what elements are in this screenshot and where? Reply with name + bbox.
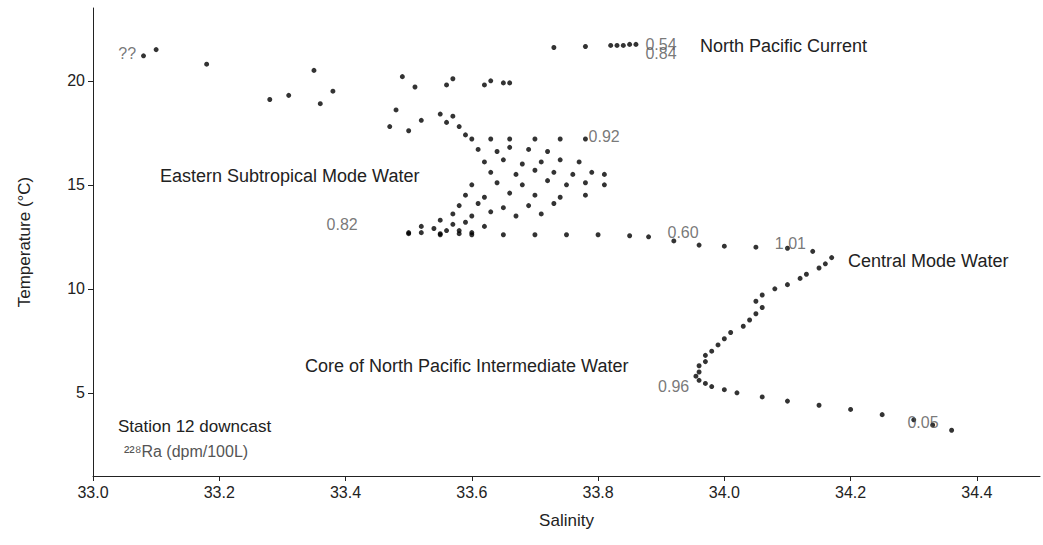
- svg-text:0.92: 0.92: [589, 128, 620, 145]
- svg-text:0.05: 0.05: [907, 414, 938, 431]
- svg-text:33.6: 33.6: [456, 484, 487, 501]
- svg-text:0.84: 0.84: [645, 45, 676, 62]
- svg-text:²²⁸Ra (dpm/100L): ²²⁸Ra (dpm/100L): [124, 443, 248, 460]
- svg-text:0.60: 0.60: [668, 224, 699, 241]
- svg-text:1.01: 1.01: [775, 235, 806, 252]
- svg-text:33.4: 33.4: [330, 484, 361, 501]
- svg-text:North Pacific Current: North Pacific Current: [700, 36, 867, 56]
- svg-text:0.82: 0.82: [327, 216, 358, 233]
- svg-text:20: 20: [67, 72, 85, 89]
- svg-text:Eastern Subtropical Mode Water: Eastern Subtropical Mode Water: [160, 166, 419, 186]
- svg-text:Station 12 downcast: Station 12 downcast: [118, 417, 271, 436]
- svg-text:33.0: 33.0: [77, 484, 108, 501]
- svg-text:Salinity: Salinity: [539, 511, 594, 530]
- svg-text:??: ??: [118, 45, 136, 62]
- svg-text:10: 10: [67, 280, 85, 297]
- svg-text:34.0: 34.0: [709, 484, 740, 501]
- svg-text:5: 5: [76, 384, 85, 401]
- svg-text:33.2: 33.2: [204, 484, 235, 501]
- svg-text:Core of North Pacific Intermed: Core of North Pacific Intermediate Water: [305, 356, 628, 376]
- svg-text:34.4: 34.4: [961, 484, 992, 501]
- svg-text:Temperature (°C): Temperature (°C): [15, 177, 34, 308]
- svg-text:33.8: 33.8: [582, 484, 613, 501]
- svg-text:0.96: 0.96: [658, 378, 689, 395]
- svg-text:Central Mode Water: Central Mode Water: [848, 251, 1008, 271]
- svg-text:34.2: 34.2: [835, 484, 866, 501]
- svg-text:15: 15: [67, 176, 85, 193]
